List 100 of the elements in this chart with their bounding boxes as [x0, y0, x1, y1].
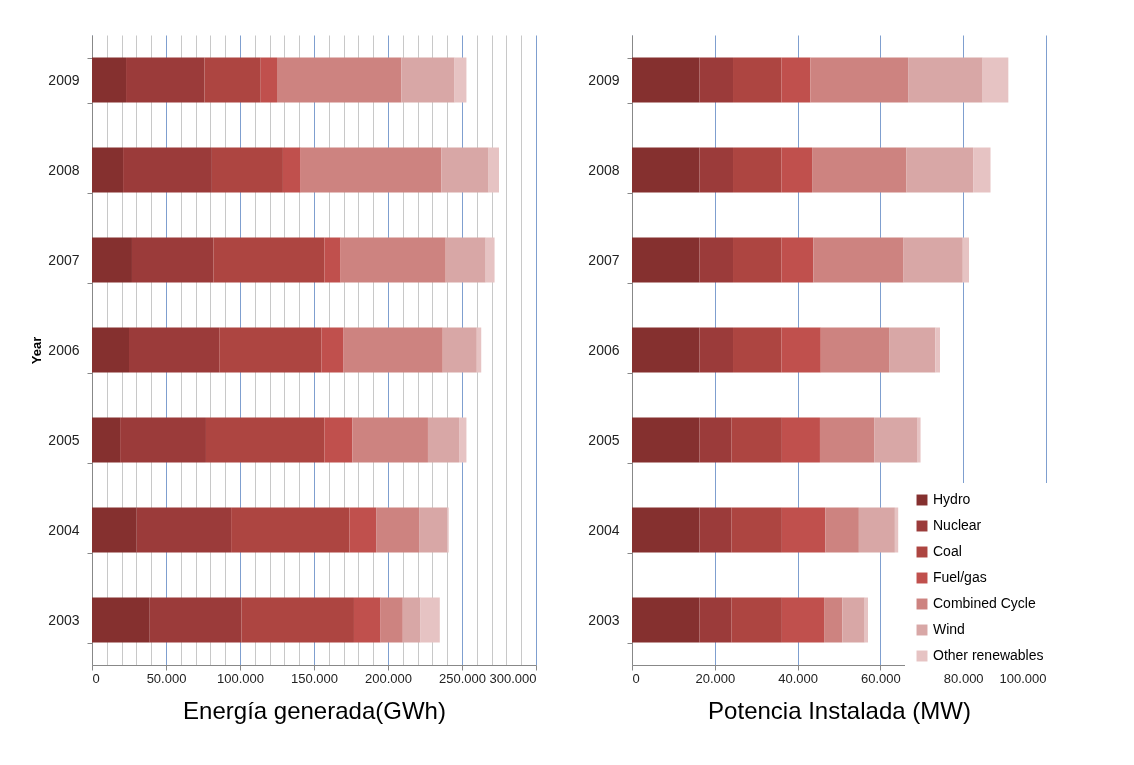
bar	[908, 57, 983, 103]
y-tick-label: 2004	[48, 521, 80, 538]
bar	[419, 507, 448, 553]
bar	[277, 57, 402, 103]
bar	[889, 327, 936, 373]
bar	[324, 237, 341, 283]
bar	[92, 327, 129, 373]
bar	[842, 597, 865, 643]
bar	[340, 237, 446, 283]
y-tick-label: 2005	[48, 431, 80, 448]
y-tick-label: 2004	[588, 521, 620, 538]
bar	[211, 147, 283, 193]
bar	[441, 147, 489, 193]
bar	[136, 507, 232, 553]
x-tick-label: 0	[92, 670, 100, 686]
bar	[820, 327, 890, 373]
bar	[402, 597, 421, 643]
bar	[632, 327, 700, 373]
bar	[699, 597, 732, 643]
bar	[632, 597, 700, 643]
y-tick-label: 2009	[48, 71, 80, 88]
bar	[864, 597, 868, 643]
bar	[353, 597, 381, 643]
bar	[935, 327, 941, 373]
y-axis-title: Year	[29, 336, 45, 365]
bar	[352, 417, 428, 463]
y-tick-label: 2003	[48, 611, 80, 628]
bar	[282, 147, 301, 193]
bar	[731, 597, 782, 643]
y-tick-label: 2009	[588, 71, 620, 88]
bar	[824, 597, 843, 643]
x-tick-label: 300.000	[489, 670, 537, 686]
x-tick-label: 60.000	[861, 670, 901, 686]
bar	[903, 237, 963, 283]
bar	[894, 507, 899, 553]
bar	[699, 327, 734, 373]
x-tick-label: 100.000	[217, 670, 264, 686]
bar	[92, 57, 127, 103]
bar	[858, 507, 895, 553]
bar	[874, 417, 918, 463]
bar	[781, 147, 813, 193]
bar	[260, 57, 277, 103]
bar	[973, 147, 991, 193]
bar	[92, 417, 121, 463]
bar	[485, 237, 495, 283]
bar	[813, 237, 904, 283]
x-tick-label: 200.000	[365, 670, 412, 686]
legend-label: Coal	[933, 543, 962, 559]
bar	[906, 147, 974, 193]
bar	[241, 597, 354, 643]
x-tick-label: 50.000	[146, 670, 187, 686]
bar	[442, 327, 477, 373]
bar	[699, 57, 734, 103]
y-tick-label: 2006	[48, 341, 80, 358]
x-tick-label: 80.000	[943, 670, 984, 686]
x-tick-label: 100.000	[999, 670, 1047, 686]
legend-label: Wind	[933, 621, 965, 637]
bar	[324, 417, 353, 463]
bar	[733, 147, 782, 193]
bar	[781, 417, 820, 463]
x-tick-label: 150.000	[291, 670, 338, 686]
bar	[123, 147, 212, 193]
bar	[733, 237, 782, 283]
bar	[92, 507, 137, 553]
legend-label: Nuclear	[933, 517, 982, 533]
bar	[733, 327, 782, 373]
bar	[213, 237, 325, 283]
bar	[632, 147, 700, 193]
bar	[459, 417, 467, 463]
bar	[401, 57, 455, 103]
bar	[204, 57, 261, 103]
bar	[420, 597, 440, 643]
bar	[632, 507, 700, 553]
legend-label: Other renewables	[933, 647, 1044, 663]
bar	[781, 237, 814, 283]
bar	[380, 597, 403, 643]
bar	[149, 597, 242, 643]
bar	[205, 417, 325, 463]
bar	[731, 417, 782, 463]
bar	[321, 327, 344, 373]
bar	[488, 147, 499, 193]
bar	[376, 507, 420, 553]
bar	[120, 417, 206, 463]
bar	[427, 417, 460, 463]
x-tick-label: 20.000	[695, 670, 736, 686]
bar	[917, 417, 921, 463]
x-axis-title: Energía generada(GWh)	[183, 696, 446, 724]
bar	[699, 237, 734, 283]
bar	[231, 507, 350, 553]
bar	[781, 597, 825, 643]
bar	[454, 57, 467, 103]
bar	[632, 417, 700, 463]
y-tick-label: 2007	[588, 251, 620, 268]
bar	[781, 327, 821, 373]
bar	[92, 597, 150, 643]
x-axis-title: Potencia Instalada (MW)	[708, 696, 971, 724]
bar	[632, 57, 700, 103]
bar	[962, 237, 969, 283]
bar	[781, 507, 826, 553]
bar	[819, 417, 875, 463]
